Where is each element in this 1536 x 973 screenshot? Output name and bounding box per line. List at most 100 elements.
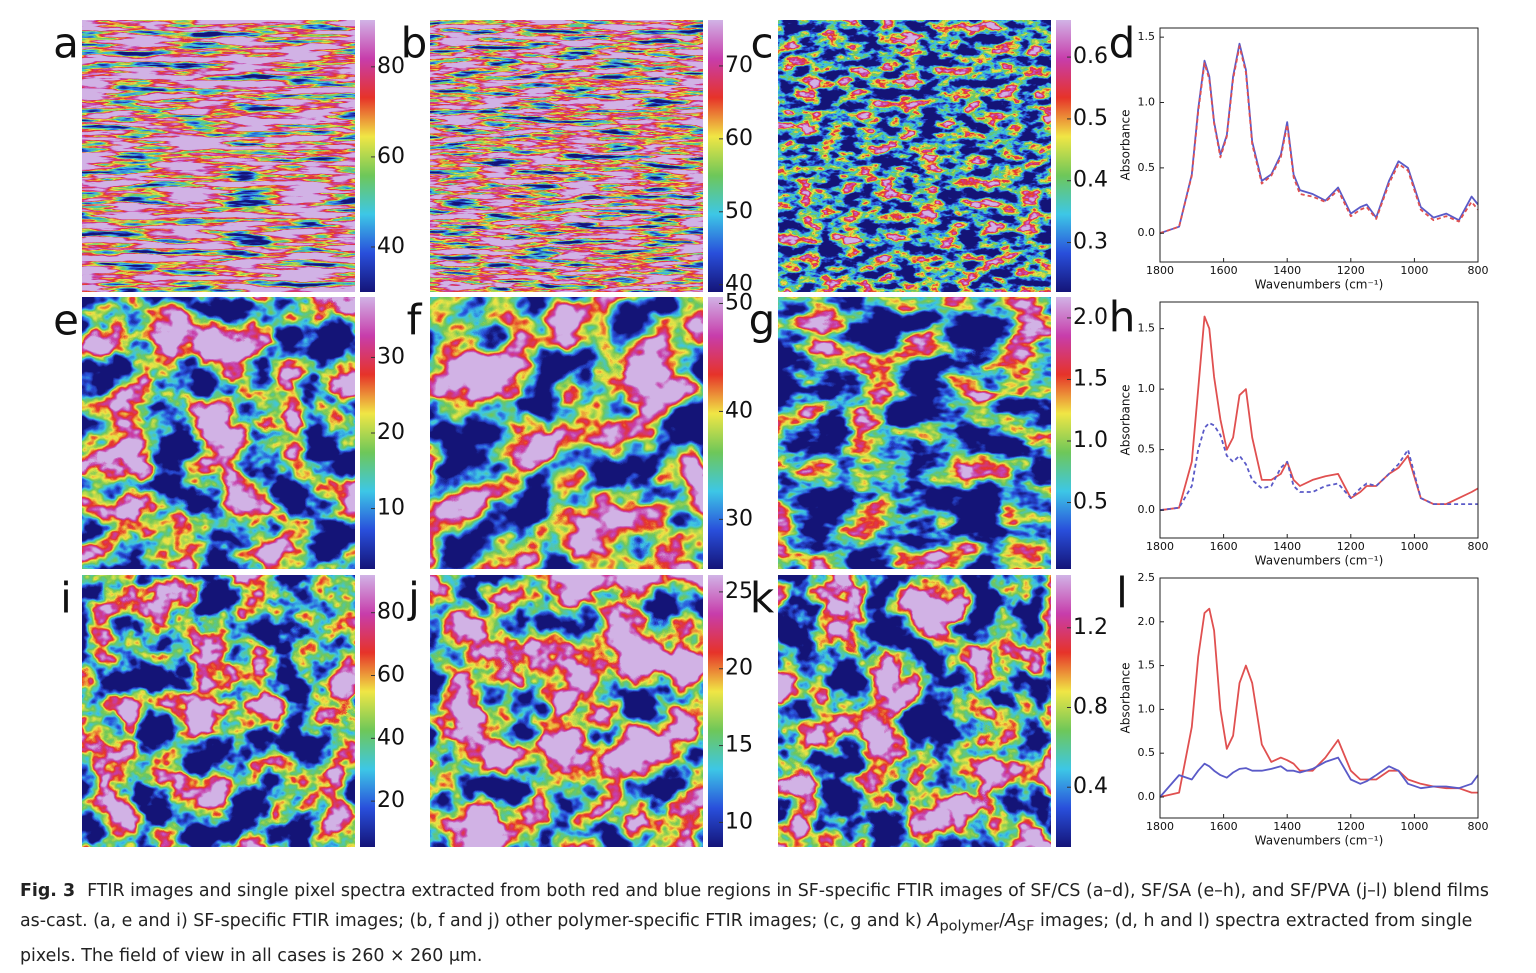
panel-letter: e [53,296,79,345]
x-tick-label: 1200 [1337,264,1365,277]
y-tick-label: 1.0 [1138,96,1156,109]
colorbar-tick-label: 60 [377,663,405,688]
x-tick-label: 1200 [1337,540,1365,553]
x-tick-label: 1600 [1210,540,1238,553]
caption-symbol: A [1005,911,1017,931]
x-tick-label: 1000 [1400,264,1428,277]
colorbar-tick-label: 0.4 [1073,168,1108,193]
colorbar-tick-label: 50 [725,290,753,315]
ftir-image [82,575,355,847]
y-tick-label: 0.5 [1138,161,1156,174]
x-tick-label: 1400 [1273,540,1301,553]
spectrum-line [1159,422,1478,512]
colorbar-tick-label: 40 [725,272,753,297]
panel-letter: i [60,574,72,623]
ftir-image [82,20,355,292]
colorbar-tick-label: 20 [377,420,405,445]
x-tick-label: 1200 [1337,820,1365,833]
colorbar-tick-label: 2.0 [1073,305,1108,330]
x-axis-label: Wavenumbers (cm⁻¹) [1255,554,1384,568]
panel-letter: f [407,296,423,345]
x-tick-label: 1400 [1273,264,1301,277]
panel-letter: b [401,19,428,68]
colorbar-tick-label: 40 [377,725,405,750]
colorbar-tick-label: 0.4 [1073,774,1108,799]
y-tick-label: 2.5 [1138,571,1156,584]
panel-letter: c [750,19,773,68]
caption-text: FTIR images and single pixel spectra ext… [20,881,1489,931]
caption: Fig. 3 FTIR images and single pixel spect… [20,876,1520,971]
spectrum-line [1159,45,1479,235]
x-tick-label: 1600 [1210,264,1238,277]
colorbar-tick-label: 0.8 [1073,695,1108,720]
colorbar-tick-label: 15 [725,733,753,758]
colorbar-tick-label: 40 [377,234,405,259]
ftir-image [430,575,703,847]
y-axis-label: Absorbance [1119,110,1133,181]
caption-label: Fig. 3 [20,881,76,901]
colorbar-tick-label: 0.5 [1073,490,1108,515]
colorbar-tick-label: 60 [725,126,753,151]
ftir-image [82,297,355,569]
panel-letter: j [407,574,420,623]
panel-letter: d [1109,19,1136,68]
y-tick-label: 1.0 [1138,382,1156,395]
colorbar [708,575,723,847]
x-axis-label: Wavenumbers (cm⁻¹) [1255,278,1384,292]
ftir-image [430,20,703,292]
panel-letter: h [1109,293,1136,342]
colorbar-tick-label: 0.5 [1073,106,1108,131]
colorbar-tick-label: 60 [377,144,405,169]
x-tick-label: 800 [1468,540,1489,553]
colorbar [708,20,723,292]
colorbar-tick-label: 10 [725,809,753,834]
colorbar [360,575,375,847]
colorbar-tick-label: 20 [725,656,753,681]
spectrum-line [1159,42,1479,235]
y-tick-label: 2.0 [1138,615,1156,628]
colorbar-tick-label: 30 [377,344,405,369]
x-tick-label: 1400 [1273,820,1301,833]
colorbar-tick-label: 10 [377,496,405,521]
x-tick-label: 1800 [1146,820,1174,833]
caption-symbol: A [927,911,940,931]
colorbar-tick-label: 1.5 [1073,366,1108,391]
y-tick-label: 1.5 [1138,322,1156,335]
colorbar-tick-label: 80 [377,54,405,79]
ftir-image [778,575,1051,847]
spectrum-line [1159,315,1479,512]
x-tick-label: 800 [1468,264,1489,277]
panel-letter: g [749,296,776,345]
ftir-image [778,297,1051,569]
x-tick-label: 1000 [1400,540,1428,553]
colorbar [708,297,723,569]
caption-subscript: polymer [939,918,1000,935]
panel-letter: a [53,19,79,68]
y-axis-label: Absorbance [1119,663,1133,734]
plot-frame [1159,577,1479,819]
x-tick-label: 1000 [1400,820,1428,833]
colorbar [360,20,375,292]
caption-text: / [999,911,1005,931]
panel-letter: k [750,574,775,623]
colorbar [360,297,375,569]
y-axis-label: Absorbance [1119,385,1133,456]
y-tick-label: 1.5 [1138,659,1156,672]
x-axis-label: Wavenumbers (cm⁻¹) [1255,834,1384,848]
ftir-image [778,20,1051,292]
colorbar-tick-label: 1.2 [1073,615,1108,640]
y-tick-label: 0.5 [1138,443,1156,456]
x-tick-label: 800 [1468,820,1489,833]
plot-frame [1159,301,1479,539]
colorbar-tick-label: 50 [725,199,753,224]
colorbar-tick-label: 1.0 [1073,428,1108,453]
y-tick-label: 0.5 [1138,746,1156,759]
colorbar-tick-label: 30 [725,506,753,531]
colorbar-tick-label: 20 [377,788,405,813]
panel-letter: l [1116,569,1128,618]
x-tick-label: 1600 [1210,820,1238,833]
colorbar [1056,297,1071,569]
y-tick-label: 1.0 [1138,702,1156,715]
